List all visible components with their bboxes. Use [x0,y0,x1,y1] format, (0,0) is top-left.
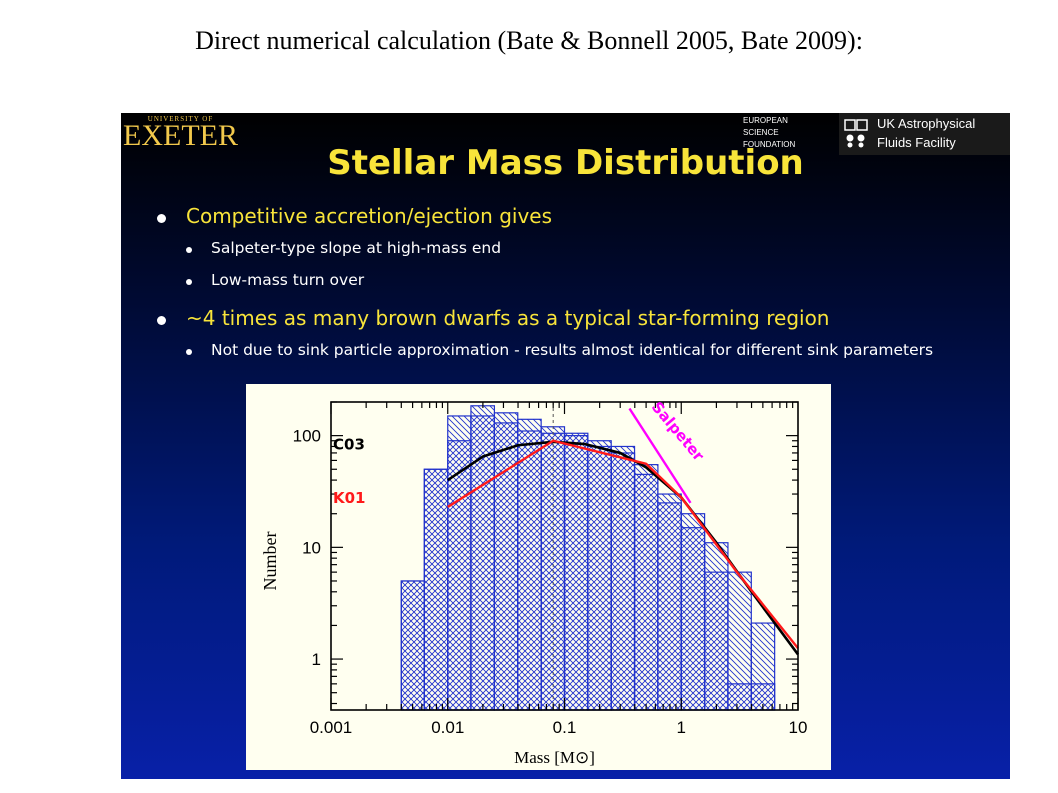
university-exeter-logo: UNIVERSITY OF EXETER [123,115,238,153]
x-tick-label: 1 [677,718,686,737]
ukafe-logo-line: UK Astrophysical [877,116,976,131]
histogram-bar [517,430,542,711]
esf-logo: EUROPEAN SCIENCE FOUNDATION [743,115,833,153]
histogram-chart: 0.001 0.01 0.1 1 10 1 10 100 Mass [M⊙] Number C03 K… [246,384,831,770]
histogram-bar [470,415,496,711]
bullet-text: Competitive accretion/ejection gives [186,204,553,228]
esf-logo-line: EUROPEAN [743,116,788,125]
bullet-text: ~4 times as many brown dwarfs as a typic… [186,306,830,330]
caption-title: Direct numerical calculation (Bate & Bon… [195,26,863,55]
ukafe-logo: UK Astrophysical Fluids Facility [839,113,1010,155]
histogram-bar [400,580,425,711]
histogram-bar [680,527,706,711]
curve-k01 [447,439,799,649]
exeter-logo-text: EXETER [123,119,238,152]
curve-salpeter [628,407,692,504]
histogram-svg: 0.001 0.01 0.1 1 10 1 10 100 Mass [M⊙] Number C03 K… [260,398,808,767]
y-tick-label: 10 [302,538,321,557]
sub-bullet-text: Salpeter-type slope at high-mass end [211,239,502,257]
x-axis-label: Mass [M⊙] [514,748,595,767]
label-c03: C03 [333,436,365,454]
label-salpeter: Salpeter [648,398,708,465]
histogram-bar [657,502,682,711]
sub-bullet-dot [186,349,192,355]
bullet-dot [157,316,166,325]
histogram-bar [610,452,636,711]
sub-bullet-dot [186,279,192,285]
histogram-bar [587,445,612,711]
x-tick-label: 0.1 [553,718,577,737]
histogram-bar [633,473,659,711]
label-k01: K01 [333,489,366,507]
ukafe-logo-line: Fluids Facility [877,135,956,150]
y-axis-label: Number [260,532,280,591]
sub-bullet-dot [186,247,192,253]
exeter-logo-small-text: UNIVERSITY OF [147,115,214,123]
x-tick-label: 0.01 [431,718,464,737]
histogram-bar [704,571,729,711]
esf-logo-line: FOUNDATION [743,140,796,149]
histogram-bar [563,435,589,711]
bullet-dot [157,214,166,223]
ukafe-grid-icon [844,119,868,148]
histogram-bar [727,683,752,711]
y-tick-label: 1 [312,650,321,669]
x-tick-label: 10 [789,718,808,737]
x-tick-label: 0.001 [310,718,353,737]
esf-logo-line: SCIENCE [743,128,779,137]
sub-bullet-text: Not due to sink particle approximation -… [211,341,934,359]
sub-bullet-text: Low-mass turn over [211,271,365,289]
slide-image: UNIVERSITY OF EXETER EUROPEAN SCIENCE FO… [121,113,1010,779]
slide-title: Stellar Mass Distribution [327,143,804,183]
y-tick-label: 100 [293,427,321,446]
histogram-bar [423,468,449,711]
histogram-bar [447,440,472,711]
